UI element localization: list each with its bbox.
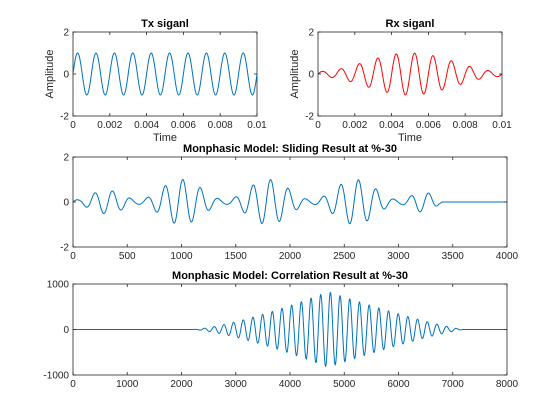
x-tick-label: 500 — [119, 251, 136, 262]
y-tick-label: 2 — [63, 153, 69, 164]
chart-title: Monphasic Model: Correlation Result at %… — [172, 270, 408, 282]
x-tick-label: 1500 — [225, 251, 248, 262]
y-tick-label: 0 — [63, 325, 69, 336]
x-tick-label: 4000 — [496, 251, 519, 262]
x-tick-label: 0.006 — [416, 120, 441, 131]
x-tick-label: 1000 — [116, 379, 139, 390]
y-tick-label: 0 — [63, 198, 69, 209]
x-tick-label: 2000 — [170, 379, 193, 390]
x-tick-label: 0.008 — [208, 120, 233, 131]
series-line — [73, 291, 507, 368]
y-tick-label: 0 — [63, 70, 69, 81]
x-tick-label: 3000 — [387, 251, 410, 262]
x-tick-label: 8000 — [496, 379, 519, 390]
y-tick-label: 0 — [308, 70, 314, 81]
x-axis-label: Time — [398, 132, 422, 144]
x-tick-label: 0.004 — [379, 120, 404, 131]
x-tick-label: 0.002 — [97, 120, 122, 131]
subplot-3: 0 500 1000 1500 2000 2500 3000 3500 4000-202Monp… — [60, 143, 518, 262]
series-line — [73, 52, 257, 96]
x-tick-label: 3000 — [225, 379, 248, 390]
chart-title: Monphasic Model: Sliding Result at %-30 — [183, 143, 397, 155]
y-tick-label: 1000 — [47, 280, 70, 291]
x-tick-label: 0.01 — [492, 120, 512, 131]
y-axis-label: Amplitude — [289, 50, 301, 99]
x-tick-label: 6000 — [387, 379, 410, 390]
x-axis-label: Time — [153, 132, 177, 144]
y-tick-label: -1000 — [43, 371, 69, 382]
subplot-4: 0 1000 2000 3000 4000 5000 6000 7000 8000-100001… — [43, 270, 518, 390]
y-tick-label: 2 — [308, 28, 314, 39]
y-tick-label: -2 — [60, 243, 69, 254]
x-tick-label: 0.008 — [453, 120, 478, 131]
x-tick-label: 0 — [70, 120, 76, 131]
x-tick-label: 7000 — [442, 379, 465, 390]
x-tick-label: 2000 — [279, 251, 302, 262]
x-tick-label: 1000 — [170, 251, 193, 262]
x-tick-label: 4000 — [279, 379, 302, 390]
x-tick-label: 0.004 — [134, 120, 159, 131]
x-tick-label: 0.002 — [342, 120, 367, 131]
chart-title: Tx siganl — [141, 18, 189, 30]
y-tick-label: -2 — [305, 112, 314, 123]
y-axis-label: Amplitude — [44, 50, 56, 99]
series-line — [73, 179, 507, 225]
x-tick-label: 0 — [70, 379, 76, 390]
x-tick-label: 0.006 — [171, 120, 196, 131]
x-tick-label: 0 — [315, 120, 321, 131]
x-tick-label: 0.01 — [247, 120, 267, 131]
y-tick-label: 2 — [63, 28, 69, 39]
x-tick-label: 2500 — [333, 251, 356, 262]
y-tick-label: -2 — [60, 112, 69, 123]
series-line — [318, 52, 502, 96]
x-tick-label: 3500 — [442, 251, 465, 262]
x-tick-label: 5000 — [333, 379, 356, 390]
x-tick-label: 0 — [70, 251, 76, 262]
chart-title: Rx siganl — [386, 18, 435, 30]
